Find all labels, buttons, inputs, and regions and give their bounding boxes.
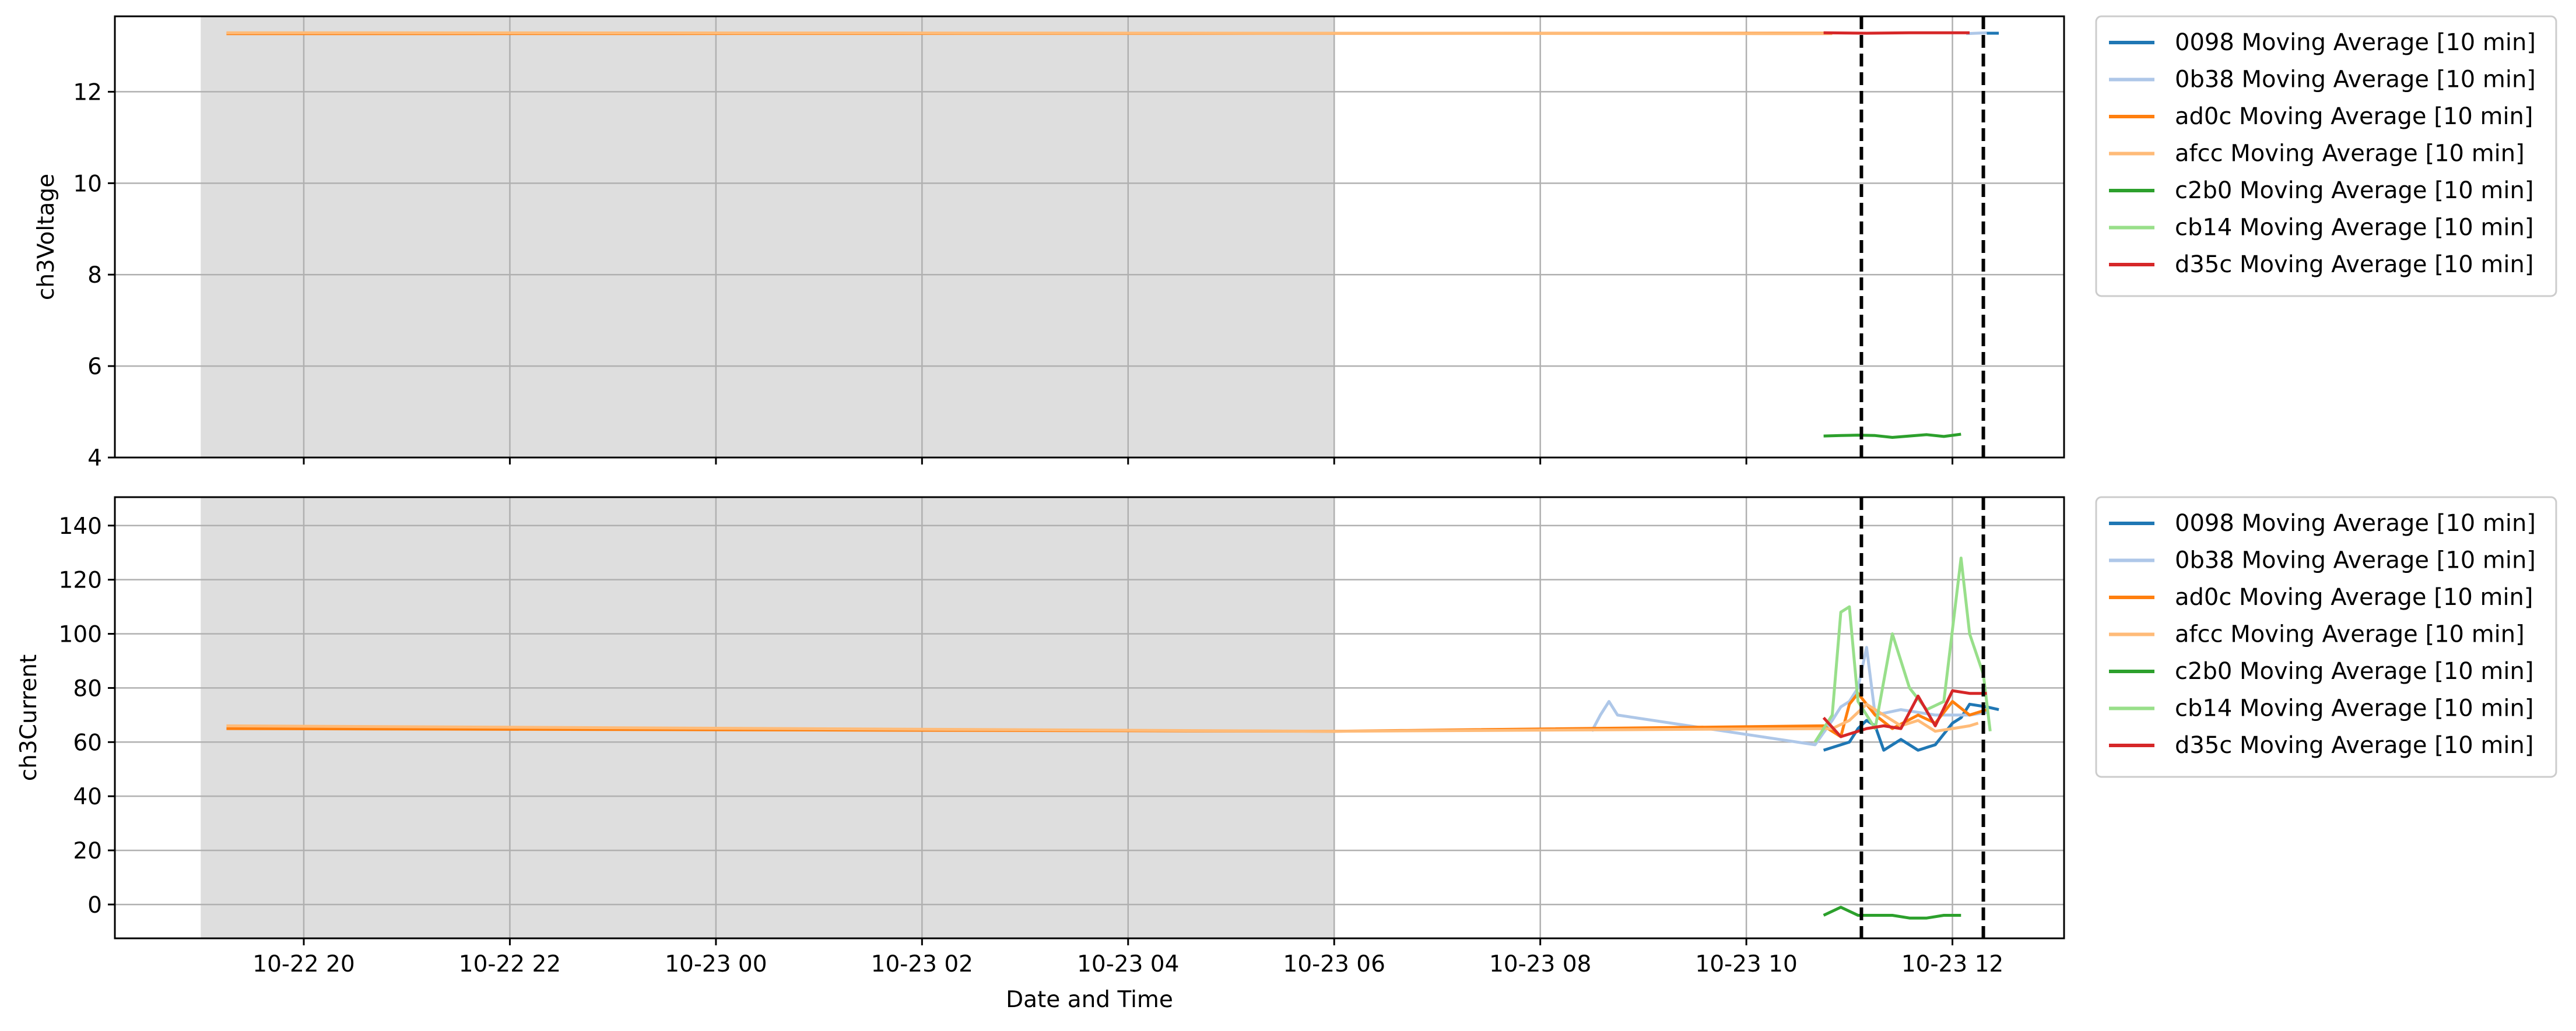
x-tick-label: 10-23 00: [665, 951, 767, 977]
y-tick-label: 6: [87, 354, 102, 380]
y-tick-label: 20: [73, 838, 102, 864]
legend-entry-label: d35c Moving Average [10 min]: [2175, 732, 2533, 759]
legend-entry-label: cb14 Moving Average [10 min]: [2175, 214, 2533, 241]
series-group: [226, 31, 1999, 439]
legend-entry-label: c2b0 Moving Average [10 min]: [2175, 658, 2533, 685]
series-group: [226, 557, 1999, 920]
x-tick-label: 10-23 10: [1695, 951, 1797, 977]
x-axis-label: Date and Time: [1006, 987, 1173, 1013]
x-tick-label: 10-22 20: [252, 951, 355, 977]
legend-entry-label: cb14 Moving Average [10 min]: [2175, 695, 2533, 722]
x-tick-label: 10-22 22: [459, 951, 561, 977]
shaded-region: [201, 16, 1335, 458]
y-tick-label: 60: [73, 730, 102, 756]
series-line-afcc: [226, 31, 1833, 36]
legend-entry-label: ad0c Moving Average [10 min]: [2175, 103, 2533, 130]
legend-entry-label: ad0c Moving Average [10 min]: [2175, 584, 2533, 611]
y-tick-label: 10: [73, 171, 102, 197]
series-line-d35c: [1822, 689, 1987, 738]
legend-entry-label: afcc Moving Average [10 min]: [2175, 621, 2525, 648]
subplot-2: 0 20 40 60 80 100 120 140 10-22 20 10-22 22 10-23 …: [16, 496, 2557, 1013]
legend-entry-label: 0098 Moving Average [10 min]: [2175, 510, 2536, 537]
legend-box: [2095, 496, 2557, 778]
series-line-c2b0: [1823, 432, 1961, 439]
y-tick-label: 120: [59, 568, 102, 594]
legend: 0098 Moving Average [10 min] 0b38 Moving …: [2095, 496, 2557, 778]
x-tick-label: 10-23 04: [1077, 951, 1179, 977]
y-tick-label: 12: [73, 79, 102, 105]
subplot-1: 4 6 8 10 12 ch3Voltage 0098 Moving Average [10…: [33, 15, 2557, 471]
legend-box: [2095, 15, 2557, 297]
series-line-ad0c: [226, 692, 1988, 738]
legend-entry-label: 0098 Moving Average [10 min]: [2175, 29, 2536, 56]
x-tick-label: 10-23 02: [871, 951, 973, 977]
y-tick-label: 8: [87, 262, 102, 288]
series-line-afcc: [226, 702, 1979, 733]
axes-frame: [114, 15, 2065, 459]
y-tick-label: 4: [87, 445, 102, 471]
x-tick-label: 10-23 06: [1283, 951, 1385, 977]
legend-entry-label: c2b0 Moving Average [10 min]: [2175, 177, 2533, 204]
y-tick-label: 80: [73, 675, 102, 702]
y-axis-label: ch3Voltage: [33, 174, 59, 300]
legend-entry-label: afcc Moving Average [10 min]: [2175, 140, 2525, 167]
series-line-0b38: [1590, 646, 1987, 747]
legend-entry-label: d35c Moving Average [10 min]: [2175, 251, 2533, 278]
legend: 0098 Moving Average [10 min] 0b38 Moving …: [2095, 15, 2557, 297]
series-line-0098: [1823, 702, 1999, 752]
y-tick-label: 100: [59, 622, 102, 648]
y-axis-label: ch3Current: [16, 655, 42, 781]
shaded-region: [201, 497, 1335, 938]
series-line-cb14: [1813, 557, 1992, 743]
legend-entry-label: 0b38 Moving Average [10 min]: [2175, 66, 2536, 93]
series-line-c2b0: [1823, 906, 1961, 920]
y-tick-label: 40: [73, 784, 102, 810]
axes-frame: [114, 496, 2065, 939]
y-tick-label: 0: [87, 892, 102, 919]
x-tick-label: 10-23 12: [1901, 951, 2003, 977]
y-tick-label: 140: [59, 513, 102, 540]
x-tick-label: 10-23 08: [1489, 951, 1591, 977]
legend-entry-label: 0b38 Moving Average [10 min]: [2175, 547, 2536, 574]
